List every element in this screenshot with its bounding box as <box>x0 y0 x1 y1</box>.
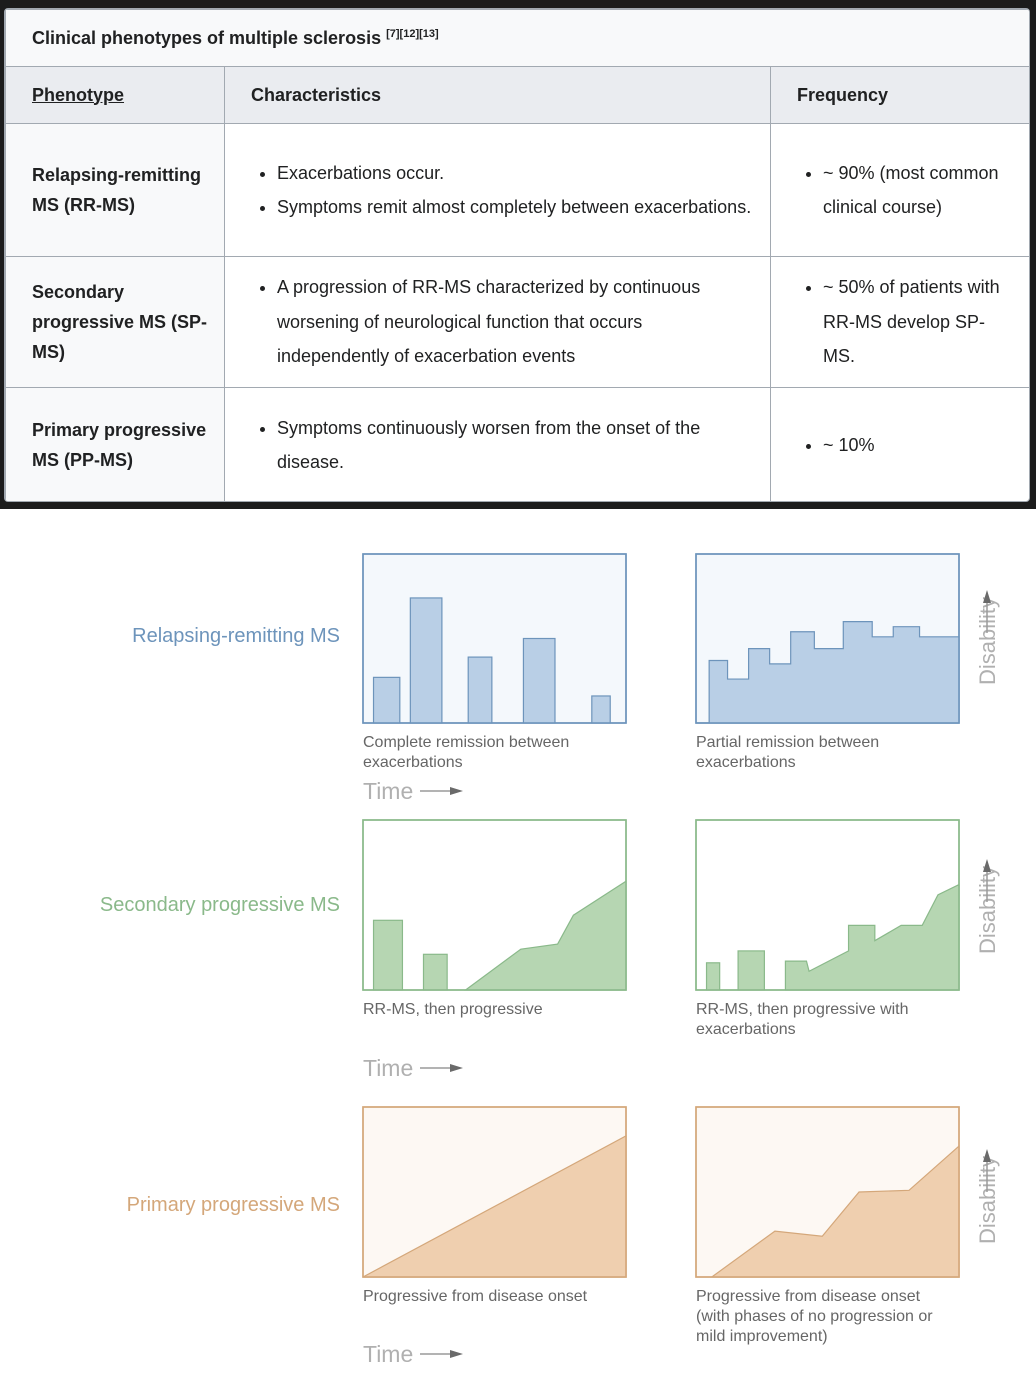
exacerbation-bar <box>591 695 611 724</box>
disability-arrow-head-icon <box>983 590 991 603</box>
panel-caption: (with phases of no progression or <box>696 1308 933 1325</box>
ms-course-diagram-svg: Relapsing-remitting MS Complete remission… <box>100 553 1000 1367</box>
panel-border <box>362 819 627 991</box>
time-axis-label: Time <box>363 1055 413 1081</box>
table-row: Secondary progressive MS (SP-MS) A progr… <box>5 256 1029 388</box>
panel-caption: RR-MS, then progressive <box>363 1001 543 1018</box>
time-axis-label: Time <box>363 778 413 804</box>
phenotype-cell: Relapsing-remitting MS (RR-MS) <box>5 123 225 257</box>
frequency-cell: ~ 50% of patients with RR-MS develop SP-… <box>770 256 1029 388</box>
frequency-list: ~ 50% of patients with RR-MS develop SP-… <box>797 270 1017 374</box>
phenotype-cell: Secondary progressive MS (SP-MS) <box>5 256 225 388</box>
list-item: ~ 90% (most common clinical course) <box>823 156 1017 225</box>
frequency-list: ~ 10% <box>797 428 1017 463</box>
panel-border <box>362 553 627 724</box>
characteristics-list: A progression of RR-MS characterized by … <box>251 270 756 374</box>
table-row: Primary progressive MS (PP-MS) Symptoms … <box>5 387 1029 501</box>
frequency-list: ~ 90% (most common clinical course) <box>797 156 1017 225</box>
panel-caption: exacerbations <box>363 754 463 771</box>
exacerbation-bar <box>522 637 556 724</box>
list-item: Symptoms continuously worsen from the on… <box>277 411 756 480</box>
exacerbation-bar <box>409 597 443 724</box>
exacerbation-bar <box>467 656 493 724</box>
panel-caption: Progressive from disease onset <box>696 1288 921 1305</box>
table-caption: Clinical phenotypes of multiple sclerosi… <box>5 9 1029 67</box>
disability-area <box>784 883 960 991</box>
list-item: ~ 50% of patients with RR-MS develop SP-… <box>823 270 1017 374</box>
row-label-pp: Primary progressive MS <box>127 1194 340 1216</box>
header-characteristics: Characteristics <box>224 66 771 124</box>
frequency-cell: ~ 10% <box>770 387 1029 501</box>
time-arrow-head-icon <box>450 1350 463 1358</box>
panel-border <box>695 1106 960 1278</box>
header-frequency: Frequency <box>770 66 1029 124</box>
frequency-cell: ~ 90% (most common clinical course) <box>770 123 1029 257</box>
panel-caption: mild improvement) <box>696 1328 828 1345</box>
exacerbation-bar <box>705 962 721 991</box>
characteristics-cell: Symptoms continuously worsen from the on… <box>224 387 771 501</box>
table-body: Relapsing-remitting MS (RR-MS) Exacerbat… <box>5 123 1029 501</box>
panel-border <box>362 1106 627 1278</box>
panel-border <box>695 553 960 724</box>
time-arrow-head-icon <box>450 1064 463 1072</box>
time-arrow-head-icon <box>450 787 463 795</box>
list-item: Exacerbations occur. <box>277 156 756 191</box>
characteristics-cell: Exacerbations occur. Symptoms remit almo… <box>224 123 771 257</box>
row-label-sp: Secondary progressive MS <box>100 894 340 916</box>
exacerbation-bar <box>737 950 765 991</box>
top-frame: Clinical phenotypes of multiple sclerosi… <box>0 0 1036 509</box>
panel-caption: Progressive from disease onset <box>363 1288 588 1305</box>
table-caption-row: Clinical phenotypes of multiple sclerosi… <box>5 9 1029 67</box>
disability-arrow-head-icon <box>983 1149 991 1162</box>
disability-area <box>696 620 960 724</box>
phenotypes-table-card: Clinical phenotypes of multiple sclerosi… <box>4 8 1030 502</box>
table-caption-refs[interactable]: [7][12][13] <box>386 27 439 40</box>
list-item: Symptoms remit almost completely between… <box>277 190 756 225</box>
phenotypes-table: Clinical phenotypes of multiple sclerosi… <box>5 9 1029 501</box>
panel-caption: exacerbations <box>696 1021 796 1038</box>
characteristics-list: Exacerbations occur. Symptoms remit almo… <box>251 156 756 225</box>
characteristics-cell: A progression of RR-MS characterized by … <box>224 256 771 388</box>
panel-caption: Complete remission between <box>363 734 569 751</box>
panel-caption: Partial remission between <box>696 734 879 751</box>
table-row: Relapsing-remitting MS (RR-MS) Exacerbat… <box>5 123 1029 257</box>
exacerbation-bar <box>372 919 404 991</box>
row-label-rr: Relapsing-remitting MS <box>132 625 340 647</box>
phenotype-cell: Primary progressive MS (PP-MS) <box>5 387 225 501</box>
table-caption-text: Clinical phenotypes of multiple sclerosi… <box>32 27 382 48</box>
panel-frame <box>362 553 627 724</box>
panel-caption: RR-MS, then progressive with <box>696 1001 909 1018</box>
time-axis-label: Time <box>363 1341 413 1367</box>
characteristics-list: Symptoms continuously worsen from the on… <box>251 411 756 480</box>
disability-arrow-head-icon <box>983 859 991 872</box>
list-item: ~ 10% <box>823 428 1017 463</box>
header-phenotype[interactable]: Phenotype <box>5 66 225 124</box>
exacerbation-bar <box>372 676 401 724</box>
exacerbation-bar <box>422 953 448 991</box>
panel-border <box>695 819 960 991</box>
table-header-row: Phenotype Characteristics Frequency <box>5 66 1029 124</box>
ms-course-diagram: Relapsing-remitting MS Complete remission… <box>0 509 1036 1390</box>
panel-caption: exacerbations <box>696 754 796 771</box>
list-item: A progression of RR-MS characterized by … <box>277 270 756 374</box>
